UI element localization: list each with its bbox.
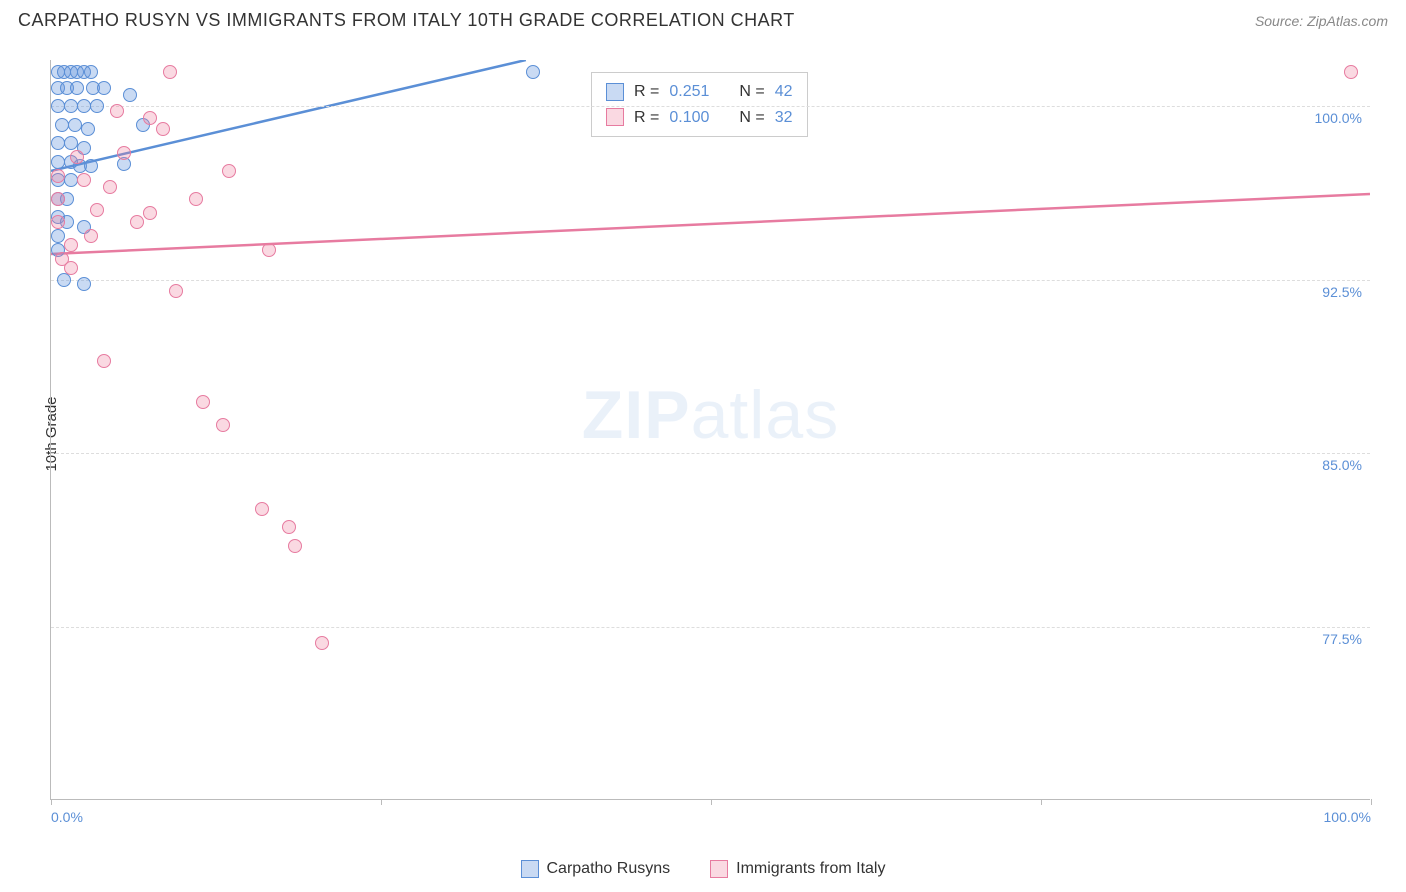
- x-tick-label: 0.0%: [51, 809, 83, 825]
- data-point-carpatho: [526, 65, 540, 79]
- data-point-italy: [117, 146, 131, 160]
- data-point-italy: [143, 111, 157, 125]
- stat-n-label: N =: [739, 79, 764, 105]
- x-tick: [711, 799, 712, 805]
- data-point-italy: [51, 215, 65, 229]
- data-point-carpatho: [64, 173, 78, 187]
- stat-r-value: 0.100: [669, 105, 709, 131]
- data-point-carpatho: [51, 229, 65, 243]
- data-point-italy: [51, 169, 65, 183]
- data-point-carpatho: [55, 118, 69, 132]
- series-legend: Carpatho Rusyns Immigrants from Italy: [0, 860, 1406, 878]
- data-point-italy: [163, 65, 177, 79]
- data-point-carpatho: [51, 99, 65, 113]
- gridline: [51, 627, 1370, 628]
- stats-row-carpatho: R = 0.251 N = 42: [606, 79, 793, 105]
- data-point-carpatho: [84, 159, 98, 173]
- data-point-carpatho: [70, 81, 84, 95]
- legend-label-carpatho: Carpatho Rusyns: [547, 860, 671, 878]
- data-point-carpatho: [77, 99, 91, 113]
- gridline: [51, 453, 1370, 454]
- x-tick: [51, 799, 52, 805]
- data-point-italy: [110, 104, 124, 118]
- stat-r-label: R =: [634, 79, 659, 105]
- trend-line-italy: [51, 194, 1370, 254]
- chart-title: CARPATHO RUSYN VS IMMIGRANTS FROM ITALY …: [18, 10, 795, 31]
- data-point-italy: [222, 164, 236, 178]
- y-tick-label: 100.0%: [1315, 110, 1362, 126]
- data-point-carpatho: [81, 122, 95, 136]
- watermark: ZIPatlas: [582, 376, 839, 454]
- stat-n-value: 42: [775, 79, 793, 105]
- stat-r-label: R =: [634, 105, 659, 131]
- legend-swatch-carpatho: [521, 860, 539, 878]
- stats-row-italy: R = 0.100 N = 32: [606, 105, 793, 131]
- legend-item-italy: Immigrants from Italy: [710, 860, 885, 878]
- data-point-carpatho: [90, 99, 104, 113]
- data-point-italy: [55, 252, 69, 266]
- gridline: [51, 106, 1370, 107]
- data-point-italy: [315, 636, 329, 650]
- data-point-italy: [143, 206, 157, 220]
- data-point-carpatho: [123, 88, 137, 102]
- data-point-italy: [97, 354, 111, 368]
- y-tick-label: 85.0%: [1322, 457, 1362, 473]
- gridline: [51, 280, 1370, 281]
- stat-n-label: N =: [739, 105, 764, 131]
- data-point-italy: [70, 150, 84, 164]
- source-attribution: Source: ZipAtlas.com: [1255, 13, 1388, 29]
- y-tick-label: 77.5%: [1322, 631, 1362, 647]
- legend-swatch-italy: [710, 860, 728, 878]
- data-point-carpatho: [51, 136, 65, 150]
- data-point-italy: [216, 418, 230, 432]
- data-point-carpatho: [97, 81, 111, 95]
- data-point-italy: [156, 122, 170, 136]
- data-point-italy: [90, 203, 104, 217]
- data-point-italy: [84, 229, 98, 243]
- legend-item-carpatho: Carpatho Rusyns: [521, 860, 671, 878]
- data-point-italy: [262, 243, 276, 257]
- x-tick: [381, 799, 382, 805]
- stat-r-value: 0.251: [669, 79, 709, 105]
- data-point-carpatho: [64, 99, 78, 113]
- data-point-italy: [282, 520, 296, 534]
- stats-legend-box: R = 0.251 N = 42 R = 0.100 N = 32: [591, 72, 808, 137]
- trend-lines: [51, 60, 1370, 799]
- x-tick-label: 100.0%: [1324, 809, 1371, 825]
- plot-area: ZIPatlas R = 0.251 N = 42 R = 0.100 N = 32 100.…: [50, 60, 1370, 800]
- y-tick-label: 92.5%: [1322, 284, 1362, 300]
- stat-n-value: 32: [775, 105, 793, 131]
- data-point-italy: [103, 180, 117, 194]
- data-point-italy: [1344, 65, 1358, 79]
- swatch-italy: [606, 108, 624, 126]
- data-point-italy: [77, 173, 91, 187]
- data-point-italy: [288, 539, 302, 553]
- swatch-carpatho: [606, 83, 624, 101]
- data-point-carpatho: [68, 118, 82, 132]
- data-point-italy: [189, 192, 203, 206]
- x-tick: [1371, 799, 1372, 805]
- chart-container: 10th Grade ZIPatlas R =0.251N =42R =0.10…: [18, 48, 1388, 820]
- data-point-italy: [255, 502, 269, 516]
- data-point-italy: [51, 192, 65, 206]
- data-point-italy: [196, 395, 210, 409]
- data-point-italy: [169, 284, 183, 298]
- data-point-italy: [130, 215, 144, 229]
- x-tick: [1041, 799, 1042, 805]
- data-point-carpatho: [64, 136, 78, 150]
- data-point-carpatho: [84, 65, 98, 79]
- data-point-italy: [64, 238, 78, 252]
- legend-label-italy: Immigrants from Italy: [736, 860, 885, 878]
- data-point-carpatho: [51, 155, 65, 169]
- data-point-carpatho: [77, 277, 91, 291]
